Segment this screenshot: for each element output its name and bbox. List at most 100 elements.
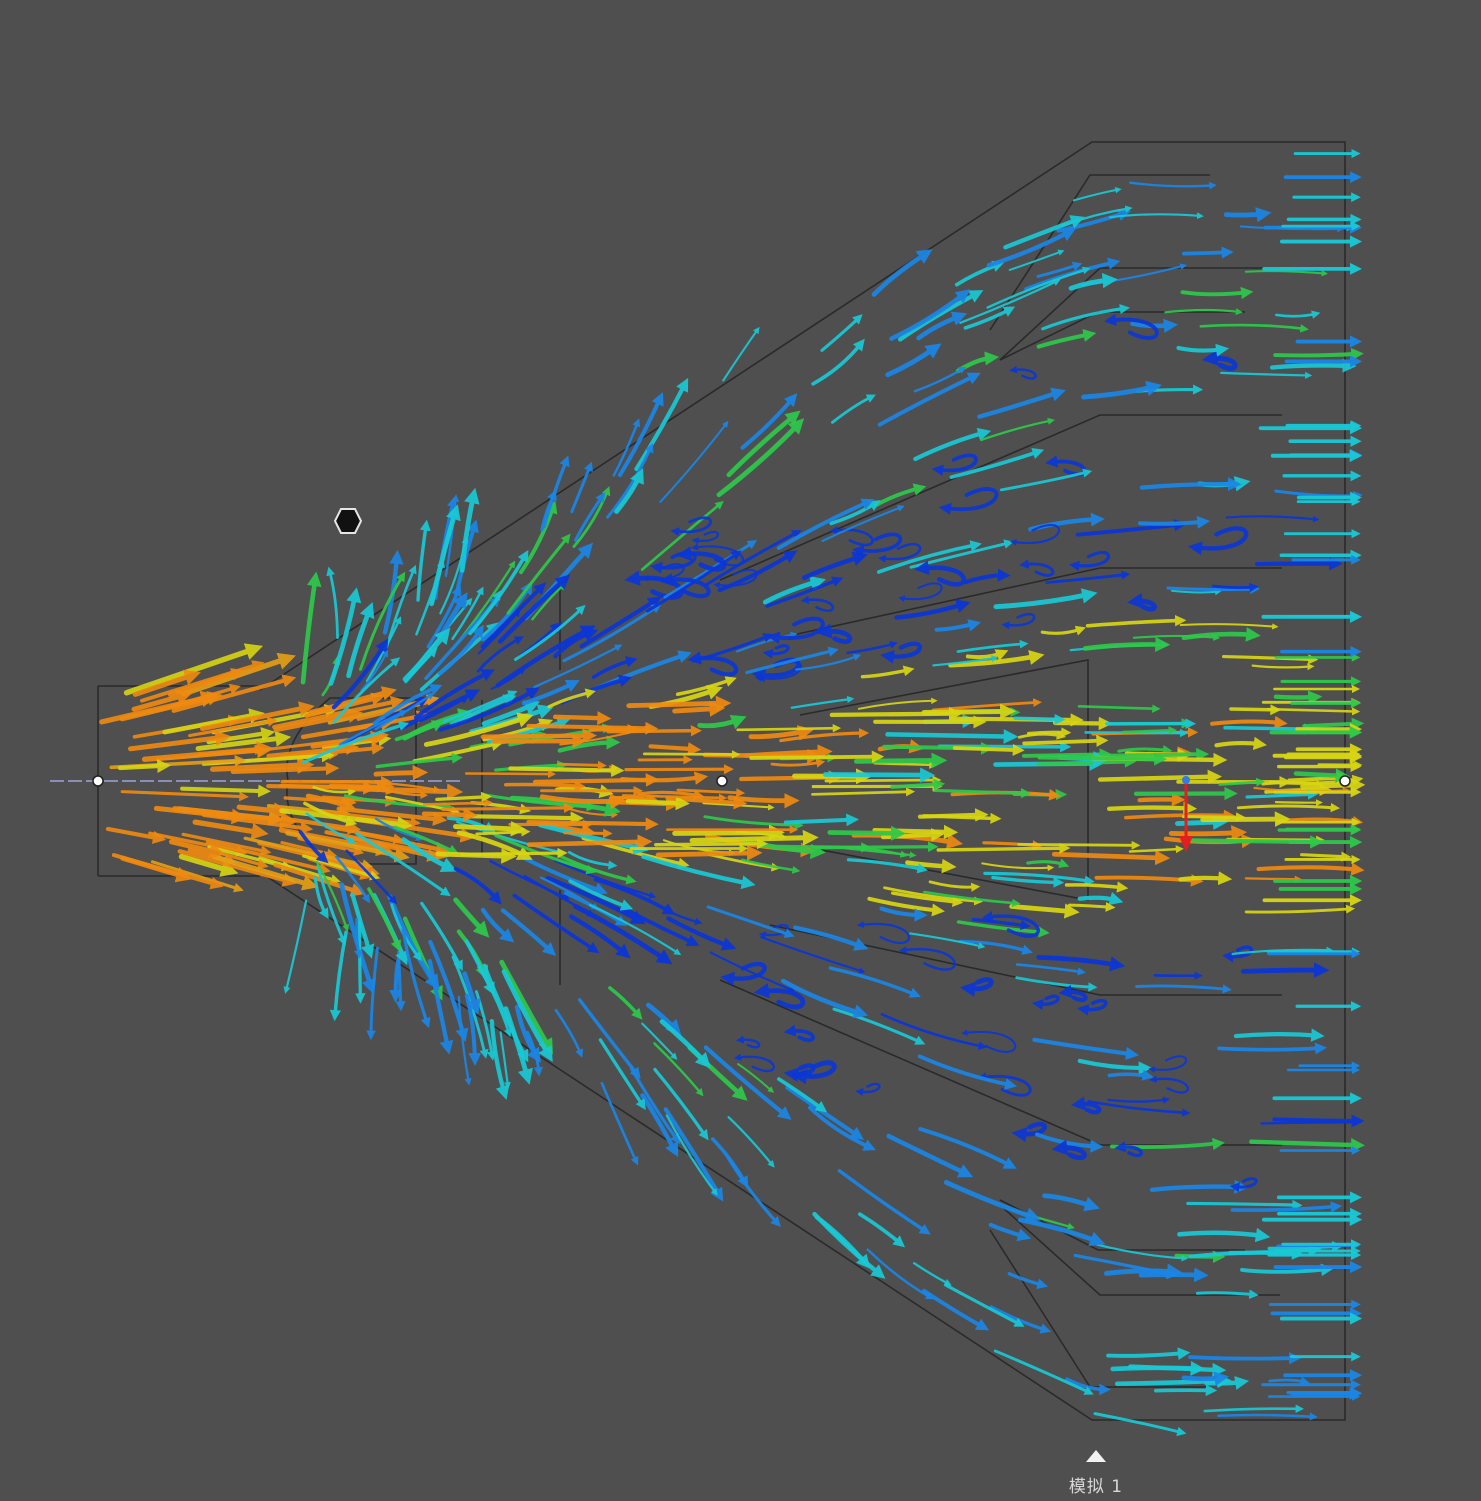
streamline-arrow [162, 708, 265, 735]
streamline-arrow [959, 977, 994, 997]
streamline-arrow [429, 504, 461, 607]
streamline-arrow [328, 587, 362, 686]
streamline-arrow [1240, 962, 1330, 978]
streamline-arrow [468, 549, 529, 636]
streamline-arrow [783, 1063, 816, 1083]
streamline-arrow [1186, 1199, 1303, 1211]
streamline-arrow [641, 1022, 678, 1060]
streamline-arrow [1096, 1243, 1189, 1262]
streamline-arrow [372, 683, 443, 725]
streamline-arrow [512, 893, 600, 954]
streamline-arrow [640, 500, 724, 571]
streamline-arrow [1261, 779, 1323, 787]
streamline-arrow [765, 576, 844, 608]
streamline-arrow [168, 668, 245, 698]
streamline-arrow [346, 601, 375, 679]
streamline-arrow [1036, 954, 1126, 972]
streamline-arrow [1031, 994, 1060, 1011]
streamline-arrow [727, 793, 800, 809]
streamline-arrow [780, 978, 869, 1019]
streamline-arrow [1195, 1289, 1259, 1299]
streamline-arrow [991, 875, 1065, 888]
streamline-arrow [767, 616, 825, 644]
streamline-arrow [1249, 1138, 1365, 1152]
simulation-label[interactable]: 模拟 1 [1068, 1477, 1124, 1497]
streamline-arrow [779, 728, 870, 743]
streamline-arrow [355, 832, 451, 897]
streamline-arrow [1210, 715, 1288, 729]
streamline-arrow [1081, 380, 1163, 400]
streamline-arrow [332, 657, 401, 724]
streamline-arrow [105, 826, 167, 844]
streamline-arrow [783, 1024, 815, 1042]
streamline-arrow [956, 920, 1050, 938]
streamline-arrow [1179, 623, 1279, 630]
streamline-arrow [421, 807, 478, 823]
streamline-arrow [811, 787, 916, 797]
streamline-arrow [413, 669, 495, 720]
streamline-arrow [547, 688, 596, 709]
streamline-arrow [1135, 984, 1232, 994]
streamline-arrow [509, 795, 621, 817]
streamline-arrow [944, 1283, 1025, 1327]
streamline-arrow [1051, 1139, 1087, 1161]
streamline-arrow [917, 808, 989, 822]
streamline-arrow [1106, 1347, 1191, 1360]
streamline-arrow [1129, 181, 1217, 190]
streamline-arrow [916, 311, 968, 341]
streamline-arrow [740, 858, 801, 874]
streamline-arrow [867, 896, 945, 917]
streamline-arrow [273, 708, 364, 733]
streamline-arrow [1082, 636, 1171, 652]
streamline-arrow [588, 723, 638, 735]
streamline-arrow [751, 657, 801, 683]
streamline-arrow [526, 817, 659, 831]
streamline-arrow [1037, 752, 1168, 766]
streamline-arrow [523, 874, 595, 917]
streamline-arrow [938, 487, 999, 515]
streamline-arrow [572, 486, 611, 548]
streamline-arrow [878, 542, 922, 563]
hexagon-icon[interactable] [334, 507, 362, 535]
streamline-arrow [1225, 515, 1320, 523]
streamline-arrow [258, 856, 341, 884]
streamline-arrow [653, 1042, 704, 1097]
streamline-arrow [339, 882, 377, 995]
streamline-arrow [1275, 310, 1321, 319]
streamline-arrow [1036, 329, 1097, 349]
streamline-arrow [621, 793, 728, 802]
streamline-arrow [816, 623, 853, 644]
streamline-arrow [614, 468, 644, 514]
streamline-arrow [1008, 249, 1065, 271]
streamline-arrow [1229, 704, 1282, 716]
streamline-arrow [832, 1007, 926, 1045]
streamline-arrow [556, 760, 607, 770]
streamline-arrow [457, 995, 472, 1086]
streamline-arrow [1085, 614, 1187, 628]
inlet-point [92, 775, 104, 787]
streamline-arrow [475, 827, 531, 837]
streamline-arrow [132, 669, 201, 697]
streamline-arrow [1148, 1055, 1188, 1073]
streamline-arrow [697, 715, 747, 730]
streamline-arrow [1181, 1371, 1230, 1387]
streamline-arrow [1104, 313, 1159, 340]
streamline-arrow [1045, 570, 1131, 584]
sketch-points[interactable] [92, 775, 1351, 787]
streamline-arrow [931, 453, 978, 476]
streamline-arrow [332, 780, 441, 793]
streamline-arrow [1178, 871, 1233, 886]
streamline-arrow [1181, 246, 1234, 259]
streamline-arrow [1073, 1253, 1177, 1279]
streamline-arrow [111, 853, 224, 890]
streamline-arrow [537, 822, 649, 855]
axis-gizmo-icon[interactable] [1179, 776, 1193, 852]
triangle-up-icon[interactable] [1086, 1450, 1106, 1462]
streamline-arrow [1236, 802, 1341, 813]
streamline-arrow [872, 824, 959, 840]
streamline-arrow [1149, 1179, 1249, 1194]
streamline-arrow [894, 599, 971, 620]
streamline-arrow [620, 905, 700, 947]
